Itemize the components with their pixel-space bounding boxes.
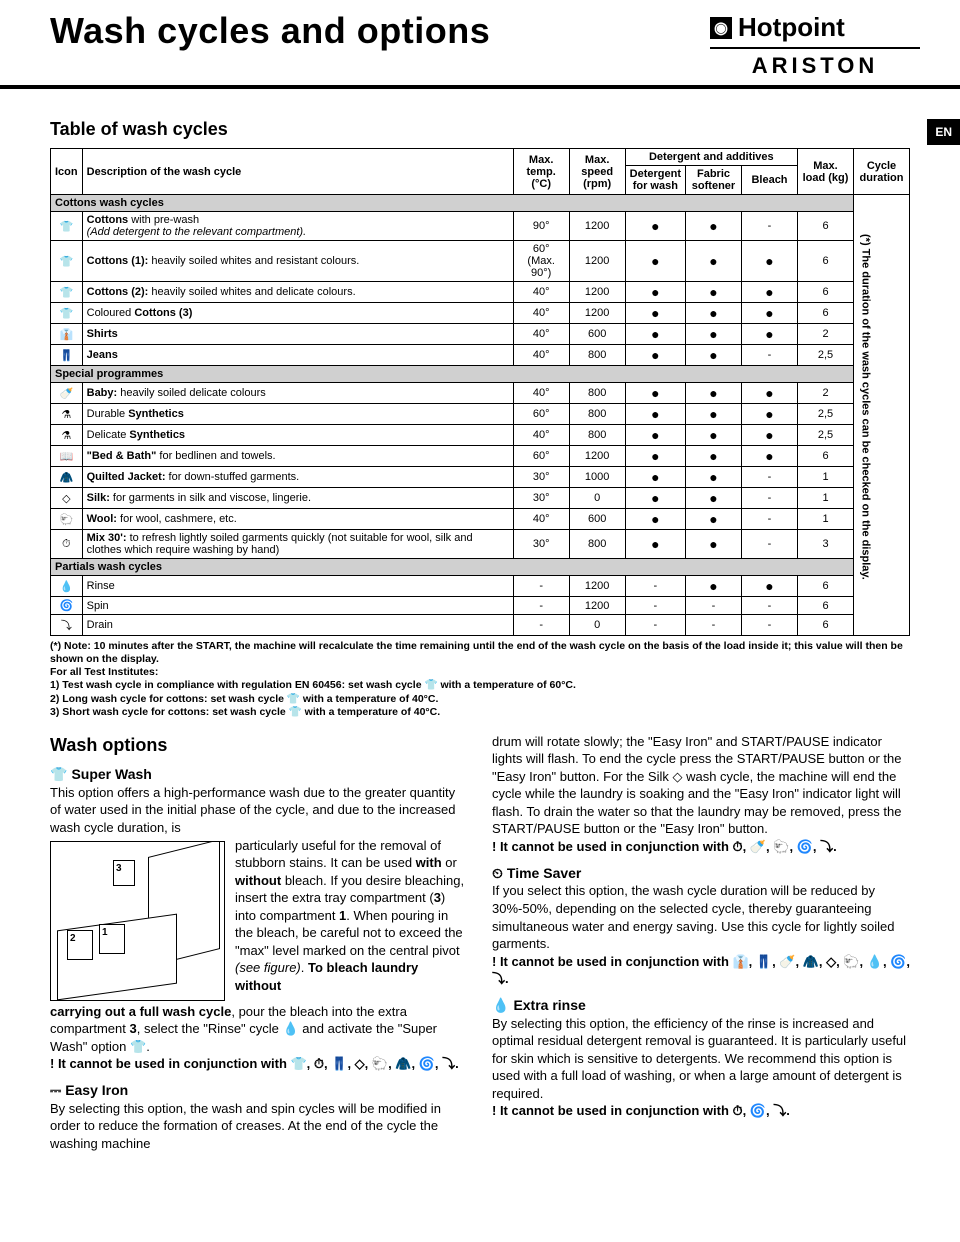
time-saver-warn: ! It cannot be used in conjunction with …	[492, 953, 910, 988]
table-row: ◇Silk: for garments in silk and viscose,…	[51, 488, 910, 509]
super-wash-warn: ! It cannot be used in conjunction with …	[50, 1055, 468, 1073]
option-easy-iron-title: ⎓ Easy Iron	[50, 1081, 468, 1100]
table-row: 👔Shirts40°600●●●2	[51, 324, 910, 345]
footnote-test3: 3) Short wash cycle for cottons: set was…	[50, 706, 910, 719]
table-row: 🧥Quilted Jacket: for down-stuffed garmen…	[51, 467, 910, 488]
table-row: 👕Cottons (2): heavily soiled whites and …	[51, 282, 910, 303]
option-super-wash-label: Super Wash	[71, 765, 151, 784]
easy-iron-p2: drum will rotate slowly; the "Easy Iron"…	[492, 733, 910, 838]
footnote-main: (*) Note: 10 minutes after the START, th…	[50, 640, 910, 666]
table-row: 💧Rinse-1200-●●6	[51, 576, 910, 597]
table-row: 👕Cottons (1): heavily soiled whites and …	[51, 241, 910, 282]
extra-rinse-warn: ! It cannot be used in conjunction with …	[492, 1102, 910, 1120]
footnote-test-intro: For all Test Institutes:	[50, 666, 910, 679]
col-temp: Max. temp. (°C)	[513, 149, 569, 195]
easy-iron-warn: ! It cannot be used in conjunction with …	[492, 838, 910, 856]
table-title: Table of wash cycles	[50, 119, 910, 140]
option-time-saver-title: ⏲ Time Saver	[492, 864, 910, 883]
wash-options-title: Wash options	[50, 733, 468, 757]
brand-hotpoint: ◉ Hotpoint	[710, 12, 920, 43]
wash-cycles-table: Icon Description of the wash cycle Max. …	[50, 148, 910, 636]
brand-divider	[710, 47, 920, 49]
option-time-saver-label: Time Saver	[507, 864, 581, 883]
table-row: 👖Jeans40°800●●-2,5	[51, 345, 910, 366]
option-extra-rinse-title: 💧 Extra rinse	[492, 996, 910, 1015]
column-right: drum will rotate slowly; the "Easy Iron"…	[492, 733, 910, 1153]
table-row: ⤵Drain-0---6	[51, 615, 910, 636]
table-row: 🍼Baby: heavily soiled delicate colours40…	[51, 383, 910, 404]
table-body: Cottons wash cycles(*) The duration of t…	[51, 195, 910, 636]
clock-fast-icon: ⏲	[492, 864, 503, 883]
col-icon: Icon	[51, 149, 83, 195]
brand-hotpoint-label: Hotpoint	[738, 12, 845, 43]
table-header: Icon Description of the wash cycle Max. …	[51, 149, 910, 195]
compartment-3-label: 3	[113, 860, 135, 886]
detergent-drawer-figure: 2 1 3	[50, 841, 225, 1001]
wash-options-columns: Wash options 👕 Super Wash This option of…	[50, 733, 910, 1153]
col-desc: Description of the wash cycle	[82, 149, 513, 195]
duration-note-cell: (*) The duration of the wash cycles can …	[854, 195, 910, 636]
compartment-2-label: 2	[67, 930, 93, 960]
footnote-test1: 1) Test wash cycle in compliance with re…	[50, 679, 910, 692]
table-row: 🌀Spin-1200---6	[51, 597, 910, 615]
table-row: 👕Coloured Cottons (3)40°1200●●●6	[51, 303, 910, 324]
col-softener: Fabric softener	[686, 166, 742, 195]
section-row: Partials wash cycles	[51, 559, 910, 576]
table-row: 🐑Wool: for wool, cashmere, etc.40°600●●-…	[51, 509, 910, 530]
section-row: Cottons wash cycles(*) The duration of t…	[51, 195, 910, 212]
super-wash-p3: carrying out a full wash cycle, pour the…	[50, 1003, 468, 1056]
language-tab: EN	[927, 119, 960, 145]
option-extra-rinse-label: Extra rinse	[513, 996, 585, 1015]
col-load: Max. load (kg)	[798, 149, 854, 195]
table-row: 👕Cottons with pre-wash(Add detergent to …	[51, 212, 910, 241]
compartment-1-label: 1	[99, 924, 125, 954]
col-duration: Cycle duration	[854, 149, 910, 195]
col-bleach: Bleach	[742, 166, 798, 195]
footnote-test2: 2) Long wash cycle for cottons: set wash…	[50, 693, 910, 706]
time-saver-p1: If you select this option, the wash cycl…	[492, 882, 910, 952]
table-row: ⚗Delicate Synthetics40°800●●●2,5	[51, 425, 910, 446]
tshirt-plus-icon: 👕	[50, 765, 67, 784]
section-row: Special programmes	[51, 366, 910, 383]
easy-iron-p1: By selecting this option, the wash and s…	[50, 1100, 468, 1153]
super-wash-p1: This option offers a high-performance wa…	[50, 784, 468, 837]
column-left: Wash options 👕 Super Wash This option of…	[50, 733, 468, 1153]
iron-icon: ⎓	[50, 1081, 61, 1100]
option-easy-iron-label: Easy Iron	[65, 1081, 128, 1100]
table-row: ⏱Mix 30': to refresh lightly soiled garm…	[51, 530, 910, 559]
col-det-wash: Detergent for wash	[625, 166, 685, 195]
extra-rinse-p1: By selecting this option, the efficiency…	[492, 1015, 910, 1103]
col-speed: Max. speed (rpm)	[569, 149, 625, 195]
hotpoint-icon: ◉	[710, 17, 732, 39]
brand-block: ◉ Hotpoint ARISTON	[710, 10, 920, 79]
page-title: Wash cycles and options	[50, 10, 490, 52]
content: EN Table of wash cycles Icon Description…	[0, 89, 960, 1162]
col-detergent-group: Detergent and additives	[625, 149, 797, 166]
brand-ariston: ARISTON	[710, 53, 920, 79]
option-super-wash-title: 👕 Super Wash	[50, 765, 468, 784]
rinse-plus-icon: 💧	[492, 996, 509, 1015]
table-row: ⚗Durable Synthetics60°800●●●2,5	[51, 404, 910, 425]
page-header: Wash cycles and options ◉ Hotpoint ARIST…	[0, 0, 960, 89]
table-row: 📖"Bed & Bath" for bedlinen and towels.60…	[51, 446, 910, 467]
footnotes: (*) Note: 10 minutes after the START, th…	[50, 640, 910, 719]
